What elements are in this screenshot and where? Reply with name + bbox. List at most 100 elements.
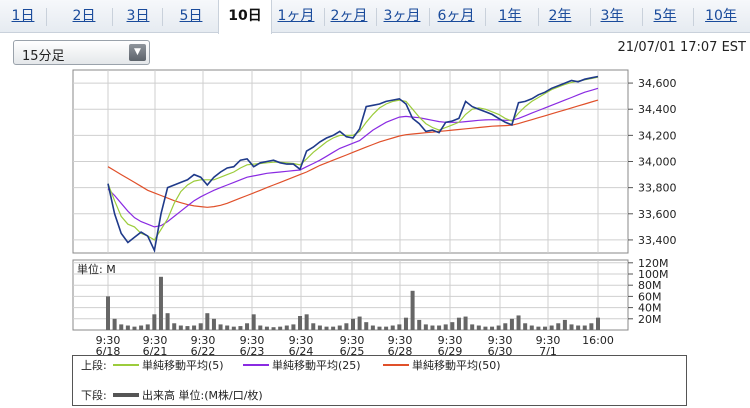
volume-bar	[470, 324, 475, 330]
volume-bar	[344, 323, 349, 330]
x-tick-time-label: 9:30	[536, 334, 561, 347]
tab-divider	[538, 8, 539, 26]
volume-bar	[529, 325, 534, 330]
volume-bar	[569, 324, 574, 330]
volume-bar	[304, 314, 309, 330]
legend-sma5: 単純移動平均(5)	[113, 358, 224, 374]
tab-5-years[interactable]: 5年	[653, 8, 677, 24]
volume-bar	[178, 325, 183, 330]
volume-bar	[284, 325, 289, 330]
volume-bar	[119, 324, 124, 330]
volume-bar	[264, 326, 269, 330]
tab-divider	[429, 8, 430, 26]
x-tick-time-label: 9:30	[240, 334, 265, 347]
volume-bar	[509, 318, 514, 330]
tab-5-days[interactable]: 5日	[179, 8, 203, 24]
x-tick-date-label: 6/18	[96, 345, 121, 355]
tab-3-days[interactable]: 3日	[126, 8, 150, 24]
x-tick-time-label: 9:30	[340, 334, 365, 347]
x-tick-time-label: 9:30	[191, 334, 216, 347]
volume-bar	[106, 296, 110, 330]
sma50-swatch	[383, 364, 409, 366]
volume-bar	[596, 317, 600, 330]
tab-2-days[interactable]: 2日	[72, 8, 96, 24]
x-tick-time-label: 9:30	[388, 334, 413, 347]
volume-bar	[132, 326, 137, 330]
sma5-swatch	[113, 364, 139, 366]
volume-bar	[543, 326, 548, 330]
tab-divider	[376, 8, 377, 26]
legend-lower-label: 下段:	[81, 389, 107, 402]
x-tick-date-label: 6/23	[240, 345, 265, 355]
moving-average-line	[107, 87, 599, 228]
volume-bar	[536, 326, 541, 330]
legend-sma50-label: 単純移動平均(50)	[412, 359, 501, 372]
tab-10-years[interactable]: 10年	[705, 8, 737, 24]
volume-bar	[490, 326, 495, 330]
tab-divider	[324, 8, 325, 26]
volume-bar	[331, 326, 336, 330]
tab-3-years[interactable]: 3年	[600, 8, 624, 24]
volume-bar	[278, 326, 283, 330]
volume-bar	[317, 325, 322, 330]
volume-bar	[271, 327, 276, 330]
volume-bar	[384, 326, 389, 330]
x-tick-time-label: 16:00	[582, 334, 614, 347]
tab-2-years[interactable]: 2年	[548, 8, 572, 24]
volume-bar	[198, 323, 203, 330]
legend-sma5-label: 単純移動平均(5)	[142, 359, 224, 372]
interval-select[interactable]: 15分足 ▼	[13, 40, 150, 65]
volume-bar	[337, 325, 342, 330]
volume-bar	[165, 313, 170, 330]
tab-6-months[interactable]: 6ヶ月	[437, 8, 475, 24]
volume-bar	[125, 325, 130, 330]
tab-1-month[interactable]: 1ヶ月	[277, 8, 315, 24]
tab-2-months[interactable]: 2ヶ月	[330, 8, 368, 24]
volume-bar	[476, 325, 481, 330]
price-tick-label: 33,600	[638, 208, 677, 221]
price-tick-label: 34,200	[638, 129, 677, 142]
volume-bar	[311, 323, 316, 330]
price-tick-label: 33,400	[638, 234, 677, 247]
volume-unit-label: 単位: M	[77, 262, 116, 276]
volume-bar	[450, 322, 455, 330]
price-tick-label: 34,400	[638, 103, 677, 116]
volume-bar	[205, 313, 210, 330]
tab-1-year[interactable]: 1年	[498, 8, 522, 24]
volume-bar	[351, 318, 355, 330]
volume-bar	[463, 316, 468, 330]
volume-bar	[145, 324, 150, 330]
x-tick-date-label: 6/22	[191, 345, 216, 355]
volume-bar	[417, 319, 422, 330]
volume-bar	[231, 326, 236, 330]
tab-3-months[interactable]: 3ヶ月	[383, 8, 421, 24]
price-panel: 34,600 34,400 34,200 34,000 33,800 33,600 33,4…	[72, 69, 677, 254]
tab-10-days[interactable]: 10日	[218, 0, 272, 34]
volume-bar	[443, 324, 448, 330]
volume-bar	[245, 323, 250, 330]
stock-chart: 34,600 34,400 34,200 34,000 33,800 33,600 33,4…	[72, 69, 677, 355]
volume-bar	[218, 324, 223, 330]
volume-bar	[456, 317, 461, 330]
volume-bar	[185, 326, 190, 330]
volume-bar	[291, 324, 296, 330]
x-tick-time-label: 9:30	[488, 334, 513, 347]
tab-1-day[interactable]: 1日	[11, 8, 35, 24]
price-tick-label: 34,000	[638, 156, 677, 169]
legend-sma50: 単純移動平均(50)	[383, 358, 501, 374]
tab-divider	[693, 8, 694, 26]
volume-bar	[298, 316, 303, 330]
volume-bar	[483, 326, 488, 330]
volume-tick-label: 20M	[638, 313, 662, 326]
volume-bar	[192, 325, 197, 330]
x-tick-time-label: 9:30	[96, 334, 121, 347]
volume-bar	[397, 324, 402, 330]
volume-bar	[152, 314, 157, 330]
volume-bar	[251, 314, 256, 330]
volume-bar	[410, 290, 415, 330]
volume-bar	[562, 319, 567, 330]
volume-bar	[238, 326, 243, 330]
moving-average-line	[107, 99, 599, 208]
period-tab-bar: 1日 2日 3日 5日 10日 1ヶ月 2ヶ月 3ヶ月 6ヶ月 1年 2年 3年…	[0, 0, 750, 34]
volume-bar	[258, 325, 263, 330]
